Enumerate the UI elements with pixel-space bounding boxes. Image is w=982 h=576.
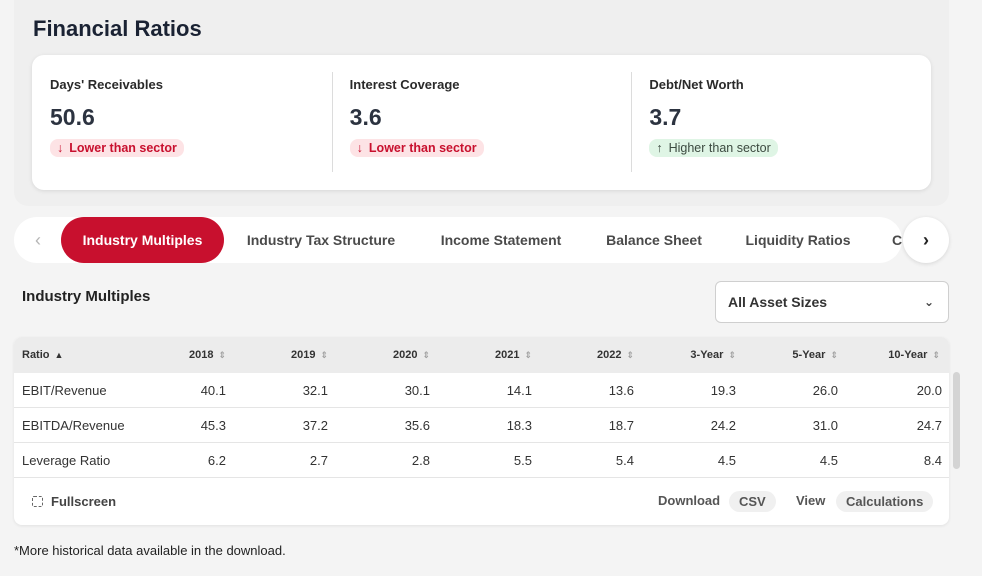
view-calculations-button[interactable]: Calculations — [836, 491, 934, 512]
arrow-down-icon: ↓ — [356, 141, 363, 155]
tab-truncated[interactable]: C — [891, 232, 903, 248]
chevron-down-icon: ⌄ — [923, 295, 934, 309]
table-cell: 32.1 — [302, 382, 328, 398]
metric-value: 3.6 — [349, 104, 382, 130]
sort-icon: ⇕ — [932, 349, 940, 360]
table-row: Leverage Ratio 6.2 2.7 2.8 5.5 5.4 4.5 4… — [14, 443, 949, 478]
row-label: EBITDA/Revenue — [22, 417, 125, 433]
status-badge: ↓ Lower than sector — [50, 139, 184, 157]
page-title: Financial Ratios — [33, 16, 202, 41]
metric-value: 50.6 — [50, 104, 95, 130]
table-cell: 45.3 — [200, 417, 226, 433]
table-cell: 24.7 — [916, 417, 942, 433]
fullscreen-label: Fullscreen — [51, 494, 117, 509]
tabs-bar: ‹ Industry Multiples Industry Tax Struct… — [14, 217, 949, 263]
table-cell: 26.0 — [812, 382, 838, 398]
table-cell: 37.2 — [302, 417, 328, 433]
sort-icon: ⇕ — [320, 349, 328, 360]
column-header-ratio[interactable]: Ratio ▲ — [22, 349, 64, 361]
column-header-3-year[interactable]: 3-Year ⇕ — [690, 349, 736, 361]
table-row: EBITDA/Revenue 45.3 37.2 35.6 18.3 18.7 … — [14, 408, 949, 443]
column-header-5-year[interactable]: 5-Year ⇕ — [792, 349, 838, 361]
metric-label: Debt/Net Worth — [649, 77, 744, 92]
table-cell: 18.7 — [608, 417, 634, 433]
view-label: View — [796, 493, 826, 508]
sort-icon: ⇕ — [626, 349, 634, 360]
metric-value: 3.7 — [649, 104, 682, 130]
sort-icon: ⇕ — [422, 349, 430, 360]
fullscreen-icon — [32, 496, 43, 507]
column-header-2018[interactable]: 2018 ⇕ — [188, 349, 226, 361]
arrow-down-icon: ↓ — [57, 141, 64, 155]
table-cell: 31.0 — [812, 417, 838, 433]
metric-days-receivables: Days' Receivables 50.6 ↓ Lower than sect… — [32, 55, 332, 190]
table-cell: 4.5 — [717, 452, 736, 468]
tab-balance-sheet[interactable]: Balance Sheet — [606, 232, 702, 248]
status-badge: ↓ Lower than sector — [349, 139, 484, 157]
column-header-2022[interactable]: 2022 ⇕ — [596, 349, 634, 361]
tabs-track: ‹ Industry Multiples Industry Tax Struct… — [14, 217, 902, 263]
asset-size-select[interactable]: All Asset Sizes ⌄ — [715, 281, 949, 323]
row-label: Leverage Ratio — [22, 452, 111, 468]
multiples-table: Ratio ▲ 2018 ⇕ 2019 ⇕ 2020 ⇕ 2021 ⇕ 2022 ⇕ 3-Y… — [14, 337, 949, 525]
column-header-2021[interactable]: 2021 ⇕ — [494, 349, 532, 361]
tab-industry-multiples[interactable]: Industry Multiples — [61, 217, 224, 263]
download-csv-button[interactable]: CSV — [729, 491, 776, 512]
column-header-2019[interactable]: 2019 ⇕ — [290, 349, 328, 361]
table-cell: 4.5 — [819, 452, 838, 468]
sort-icon: ⇕ — [728, 349, 736, 360]
badge-text: Lower than sector — [69, 141, 177, 155]
table-cell: 2.7 — [309, 452, 328, 468]
table-cell: 24.2 — [710, 417, 736, 433]
table-cell: 30.1 — [404, 382, 430, 398]
row-label: EBIT/Revenue — [22, 382, 107, 398]
fullscreen-button[interactable]: Fullscreen — [32, 478, 116, 525]
table-cell: 40.1 — [200, 382, 226, 398]
table-cell: 2.8 — [411, 452, 430, 468]
badge-text: Lower than sector — [368, 141, 477, 155]
tab-income-statement[interactable]: Income Statement — [440, 232, 562, 248]
asset-size-select-value: All Asset Sizes — [728, 294, 828, 310]
section-title: Industry Multiples — [22, 288, 151, 305]
metric-label: Days' Receivables — [50, 77, 163, 92]
metric-label: Interest Coverage — [349, 77, 460, 92]
table-cell: 35.6 — [404, 417, 430, 433]
table-cell: 8.4 — [923, 452, 942, 468]
metric-debt-net-worth: Debt/Net Worth 3.7 ↑ Higher than sector — [631, 55, 931, 190]
table-cell: 5.5 — [513, 452, 532, 468]
table-scrollbar[interactable] — [953, 372, 960, 469]
chevron-right-icon[interactable]: › — [903, 217, 949, 263]
column-header-10-year[interactable]: 10-Year ⇕ — [888, 349, 940, 361]
table-cell: 20.0 — [916, 382, 942, 398]
table-cell: 19.3 — [710, 382, 736, 398]
arrow-up-icon: ↑ — [656, 141, 663, 155]
sort-asc-icon: ▲ — [54, 350, 64, 360]
table-cell: 13.6 — [608, 382, 634, 398]
metrics-card: Days' Receivables 50.6 ↓ Lower than sect… — [32, 55, 931, 190]
footnote: *More historical data available in the d… — [14, 543, 286, 558]
table-cell: 6.2 — [207, 452, 226, 468]
sort-icon: ⇕ — [524, 349, 532, 360]
column-header-2020[interactable]: 2020 ⇕ — [392, 349, 430, 361]
tab-industry-tax-structure[interactable]: Industry Tax Structure — [246, 232, 396, 248]
table-cell: 18.3 — [506, 417, 532, 433]
sort-icon: ⇕ — [218, 349, 226, 360]
table-cell: 5.4 — [615, 452, 634, 468]
table-footer: Fullscreen Download CSV View Calculation… — [14, 478, 949, 525]
download-label: Download — [658, 493, 721, 508]
sort-icon: ⇕ — [830, 349, 838, 360]
chevron-left-icon[interactable]: ‹ — [35, 229, 41, 250]
table-row: EBIT/Revenue 40.1 32.1 30.1 14.1 13.6 19… — [14, 373, 949, 408]
status-badge: ↑ Higher than sector — [649, 139, 778, 157]
table-header: Ratio ▲ 2018 ⇕ 2019 ⇕ 2020 ⇕ 2021 ⇕ 2022 ⇕ 3-Y… — [14, 337, 949, 373]
metric-interest-coverage: Interest Coverage 3.6 ↓ Lower than secto… — [331, 55, 632, 190]
badge-text: Higher than sector — [668, 141, 771, 155]
table-cell: 14.1 — [506, 382, 532, 398]
tab-liquidity-ratios[interactable]: Liquidity Ratios — [745, 232, 851, 248]
